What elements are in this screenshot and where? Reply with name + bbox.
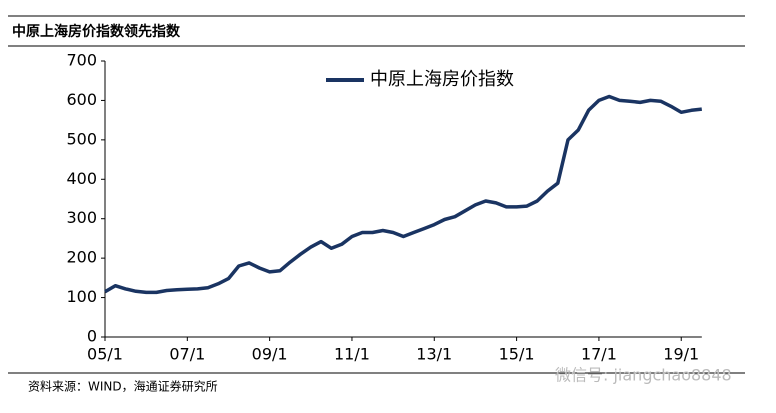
x-tick-label: 11/1 bbox=[334, 345, 370, 364]
y-tick-label: 100 bbox=[66, 287, 97, 306]
y-tick-label: 700 bbox=[66, 51, 97, 70]
x-tick-label: 07/1 bbox=[169, 345, 205, 364]
x-tick-label: 13/1 bbox=[416, 345, 452, 364]
x-tick-label: 09/1 bbox=[252, 345, 288, 364]
watermark: 微信号: jiangchao8848 bbox=[555, 366, 732, 385]
y-tick-label: 400 bbox=[66, 169, 97, 188]
y-tick-label: 0 bbox=[87, 327, 97, 346]
y-tick-label: 500 bbox=[66, 129, 97, 148]
line-series bbox=[104, 94, 703, 295]
y-tick-label: 600 bbox=[66, 90, 97, 109]
y-tick-label: 300 bbox=[66, 208, 97, 227]
x-tick-label: 05/1 bbox=[87, 345, 123, 364]
x-tick-label: 15/1 bbox=[499, 345, 535, 364]
source-note: 资料来源：WIND，海通证券研究所 bbox=[28, 379, 218, 394]
legend-label: 中原上海房价指数 bbox=[370, 69, 514, 90]
y-tick-label: 200 bbox=[66, 248, 97, 267]
x-tick-label: 19/1 bbox=[663, 345, 699, 364]
chart-title: 中原上海房价指数领先指数 bbox=[12, 23, 181, 40]
x-tick-label: 17/1 bbox=[581, 345, 617, 364]
